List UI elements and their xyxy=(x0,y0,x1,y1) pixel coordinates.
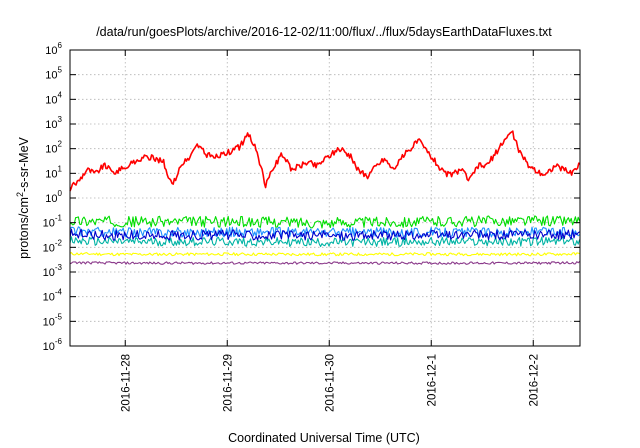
y-axis-label-sup: 2 xyxy=(15,192,25,197)
y-axis-label: protons/cm2-s-sr-MeV xyxy=(15,136,31,258)
y-tick-label: 105 xyxy=(45,66,62,82)
series-line xyxy=(69,236,581,248)
x-tick-label: 2016-11-28 xyxy=(120,354,132,412)
axis-ticks xyxy=(70,49,580,347)
x-tick-label: 2016-11-29 xyxy=(222,354,234,412)
series-line xyxy=(69,215,581,229)
x-tick-labels: 2016-11-28 2016-11-29 2016-11-30 2016-12-1 2… xyxy=(120,354,540,412)
y-tick-labels: 10-6 10-5 10-4 10-3 10-2 10-1 100 101 102 103 104 1… xyxy=(43,41,63,353)
y-tick-label: 101 xyxy=(45,164,62,180)
chart-title: /data/run/goesPlots/archive/2016-12-02/1… xyxy=(96,25,552,39)
y-tick-label: 10-2 xyxy=(43,238,63,254)
y-tick-label: 100 xyxy=(45,189,62,205)
series-line xyxy=(69,261,580,265)
x-tick-label: 2016-12-2 xyxy=(528,354,540,406)
x-tick-label: 2016-12-1 xyxy=(426,354,438,406)
series-line xyxy=(69,252,580,257)
y-tick-label: 102 xyxy=(45,140,62,156)
y-tick-label: 104 xyxy=(45,90,62,106)
y-tick-label: 10-6 xyxy=(43,337,63,353)
y-tick-label: 106 xyxy=(45,41,62,57)
y-axis-label-part2: -s-sr-MeV xyxy=(17,136,31,192)
x-tick-label: 2016-11-30 xyxy=(324,354,336,412)
grid-lines xyxy=(70,50,580,346)
y-tick-label: 103 xyxy=(45,115,62,131)
y-axis-label-part1: protons/cm xyxy=(17,197,31,259)
series-layer xyxy=(69,130,581,265)
plot-frame xyxy=(69,49,581,347)
y-tick-label: 10-3 xyxy=(43,263,63,279)
y-tick-label: 10-4 xyxy=(43,288,63,304)
x-axis-label: Coordinated Universal Time (UTC) xyxy=(228,431,420,445)
series-line xyxy=(69,130,581,192)
y-tick-label: 10-5 xyxy=(43,312,63,328)
series-line xyxy=(69,228,580,241)
y-tick-label: 10-1 xyxy=(43,214,63,230)
